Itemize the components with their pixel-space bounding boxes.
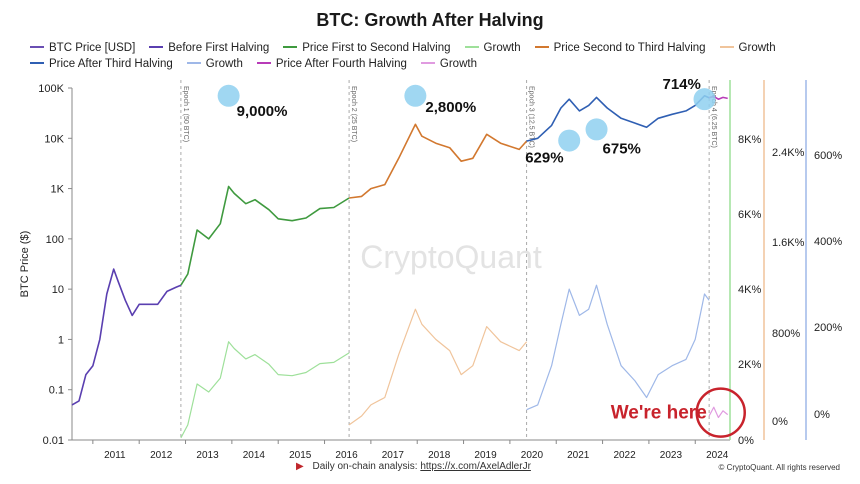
y-tick-label: 0.1 — [49, 385, 64, 397]
halving-label: Epoch 4 (6.25 BTC) — [710, 86, 717, 148]
legend-label: Growth — [738, 42, 776, 54]
x-tick-label: 2012 — [150, 450, 173, 461]
series-line — [180, 341, 350, 439]
right-axis-tick-label: 8K% — [738, 134, 761, 146]
legend-label: Price After Third Halving — [49, 58, 173, 70]
legend-swatch — [256, 61, 271, 64]
annotation-label: 714% — [663, 76, 701, 93]
footer-text: Daily on-chain analysis: — [312, 461, 421, 472]
x-tick-label: 2014 — [243, 450, 266, 461]
footer-copyright: © CryptoQuant. All rights reserved — [718, 463, 841, 472]
right-axis-tick-label: 1.6K% — [772, 237, 805, 249]
legend-swatch — [420, 61, 435, 64]
x-tick-label: 2018 — [428, 450, 451, 461]
legend-swatch — [149, 45, 164, 48]
right-axis-tick-label: 0% — [738, 435, 754, 447]
watermark: CryptoQuant — [360, 239, 542, 275]
annotation-label: 629% — [525, 150, 563, 167]
legend-item: Growth — [420, 56, 477, 72]
legend-label: Price First to Second Halving — [302, 42, 451, 54]
y-tick-label: 10 — [52, 284, 64, 296]
legend-item: Before First Halving — [149, 40, 269, 56]
legend-label: Price Second to Third Halving — [553, 42, 706, 54]
legend-label: Growth — [205, 58, 243, 70]
x-tick-label: 2023 — [660, 450, 683, 461]
peak-marker — [404, 84, 427, 107]
x-tick-label: 2017 — [382, 450, 405, 461]
legend-label: BTC Price [USD] — [49, 42, 136, 54]
legend-swatch — [186, 61, 201, 64]
halving-label: Epoch 2 (25 BTC) — [350, 86, 357, 142]
series-line — [708, 406, 729, 419]
y-tick-label: 100K — [38, 83, 64, 95]
chart-title: BTC: Growth After Halving — [316, 10, 544, 30]
series-line — [180, 185, 350, 286]
legend-item: BTC Price [USD] — [30, 40, 135, 56]
x-tick-label: 2022 — [613, 450, 636, 461]
y-tick-label: 10K — [44, 133, 64, 145]
right-axis-tick-label: 0% — [814, 409, 830, 421]
legend-item: Growth — [464, 40, 521, 56]
right-axis-tick-label: 4K% — [738, 284, 761, 296]
peak-marker — [217, 84, 240, 107]
right-axis-tick-label: 400% — [814, 236, 842, 248]
footer-link[interactable]: https://x.com/AxelAdlerJr — [420, 461, 531, 472]
legend-swatch — [719, 45, 734, 48]
arrow-icon: ▶ — [296, 461, 304, 472]
y-tick-label: 100 — [46, 234, 64, 246]
chart-legend: BTC Price [USD] Before First Halving Price… — [30, 40, 850, 72]
legend-label: Growth — [483, 42, 521, 54]
peak-marker — [558, 129, 581, 152]
annotation-label: We're here — [611, 403, 707, 424]
x-tick-label: 2021 — [567, 450, 590, 461]
legend-item: Price After Third Halving — [30, 56, 173, 72]
annotation-label: 2,800% — [425, 99, 476, 116]
peak-marker — [693, 88, 716, 111]
x-tick-label: 2011 — [104, 450, 126, 461]
x-tick-label: 2019 — [474, 450, 497, 461]
right-axis-tick-label: 2K% — [738, 359, 761, 371]
right-axis-tick-label: 800% — [772, 328, 800, 340]
y-axis-label: BTC Price ($) — [19, 231, 31, 298]
legend-swatch — [30, 45, 44, 48]
legend-label: Price After Fourth Halving — [275, 58, 407, 70]
x-tick-label: 2024 — [706, 450, 729, 461]
right-axis-tick-label: 2.4K% — [772, 147, 805, 159]
legend-swatch — [283, 45, 298, 48]
right-axis-tick-label: 6K% — [738, 209, 761, 221]
current-position-circle — [695, 387, 746, 438]
series-line — [348, 123, 528, 199]
legend-item: Price Second to Third Halving — [534, 40, 706, 56]
legend-label: Growth — [439, 58, 477, 70]
legend-swatch — [464, 45, 479, 48]
y-tick-label: 1K — [51, 184, 65, 196]
x-tick-label: 2020 — [521, 450, 544, 461]
annotation-label: 675% — [603, 140, 641, 157]
legend-item: Growth — [719, 40, 776, 56]
legend-swatch — [30, 61, 44, 64]
footer-attribution: ▶ Daily on-chain analysis: https://x.com… — [296, 461, 531, 472]
right-axis-tick-label: 0% — [772, 416, 788, 428]
legend-item: Price First to Second Halving — [283, 40, 451, 56]
series-line — [526, 95, 710, 142]
legend-item: Growth — [186, 56, 243, 72]
x-tick-label: 2013 — [196, 450, 219, 461]
series-line — [71, 268, 182, 406]
x-tick-label: 2015 — [289, 450, 312, 461]
peak-marker — [585, 118, 608, 141]
annotation-label: 9,000% — [237, 103, 288, 120]
halving-label: Epoch 3 (12.5 BTC) — [528, 86, 535, 148]
legend-swatch — [534, 45, 549, 48]
right-axis-tick-label: 200% — [814, 322, 842, 334]
halving-label: Epoch 1 (50 BTC) — [182, 86, 189, 142]
series-line — [526, 284, 710, 411]
x-tick-label: 2016 — [335, 450, 358, 461]
y-tick-label: 1 — [58, 334, 64, 346]
legend-label: Before First Halving — [168, 42, 270, 54]
series-line — [348, 308, 528, 426]
right-axis-tick-label: 600% — [814, 150, 842, 162]
y-tick-label: 0.01 — [43, 435, 64, 447]
legend-item: Price After Fourth Halving — [256, 56, 407, 72]
